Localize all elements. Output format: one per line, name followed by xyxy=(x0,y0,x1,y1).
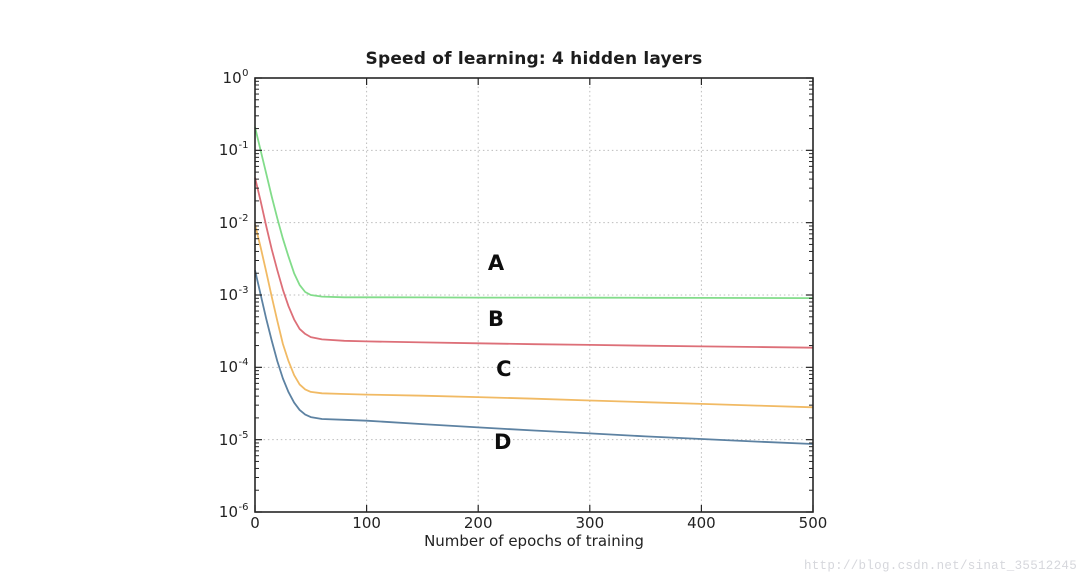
curve-C xyxy=(254,224,814,409)
curve-D xyxy=(254,269,814,445)
curve-label-D: D xyxy=(494,429,512,454)
y-tick-label: 10-1 xyxy=(218,140,249,160)
watermark: http://blog.csdn.net/sinat_35512245 xyxy=(803,559,1077,573)
curve-A xyxy=(254,126,814,300)
x-tick-label: 400 xyxy=(687,514,716,532)
chart-title: Speed of learning: 4 hidden layers xyxy=(365,49,703,69)
x-tick-label: 0 xyxy=(250,514,260,532)
x-tick-label: 100 xyxy=(352,514,381,532)
x-tick-label: 300 xyxy=(575,514,605,532)
y-tick-label: 10-6 xyxy=(218,502,249,522)
y-tick-label: 10-5 xyxy=(218,429,249,449)
y-tick-label: 10-2 xyxy=(218,212,249,232)
y-tick-label: 100 xyxy=(222,68,249,88)
curve-label-B: B xyxy=(488,307,505,332)
x-axis-label: Number of epochs of training xyxy=(424,532,644,550)
curve-B xyxy=(254,177,814,349)
y-tick-label: 10-4 xyxy=(218,357,249,377)
curve-label-C: C xyxy=(496,356,512,381)
x-tick-label: 500 xyxy=(798,514,828,532)
x-tick-label: 200 xyxy=(463,514,493,532)
curve-label-A: A xyxy=(487,250,505,275)
y-tick-label: 10-3 xyxy=(218,285,249,305)
